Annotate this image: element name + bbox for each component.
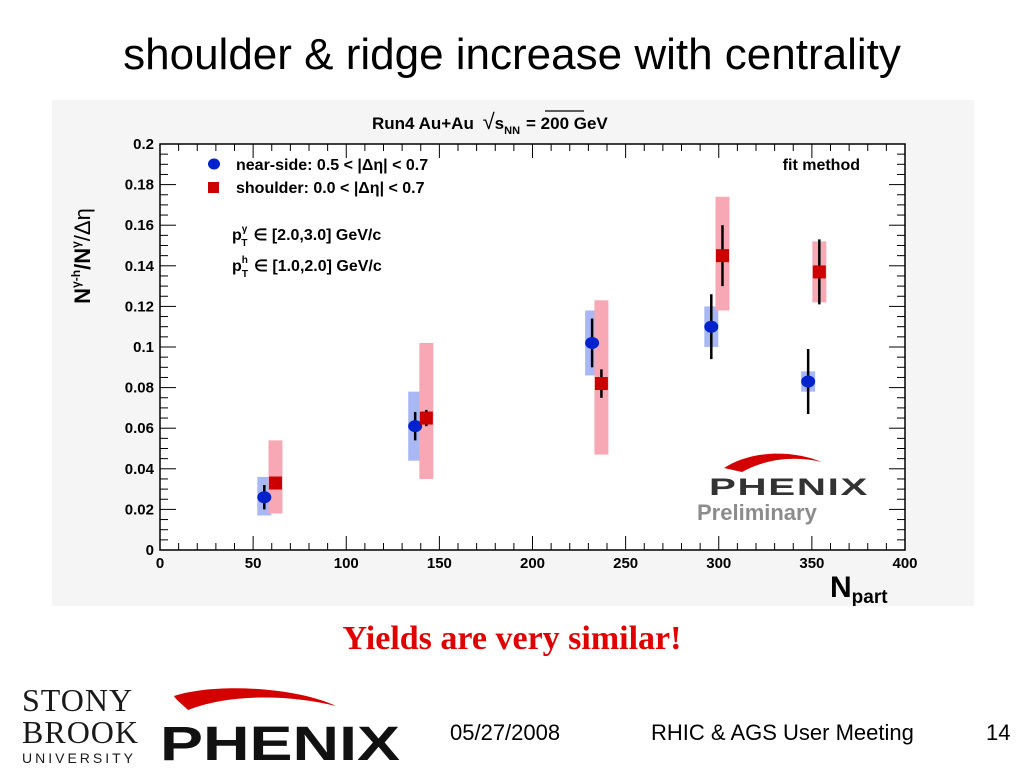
y-tick-label: 0.2 bbox=[133, 136, 154, 153]
x-tick-label: 350 bbox=[799, 555, 824, 572]
legend-label-shoulder: shoulder: 0.0 < |Δη| < 0.7 bbox=[236, 180, 425, 197]
x-tick-label: 100 bbox=[334, 555, 359, 572]
x-tick-label: 400 bbox=[892, 555, 917, 572]
stony-brook-logo: STONY BROOK UNIVERSITY bbox=[22, 682, 152, 768]
y-tick-label: 0.06 bbox=[125, 420, 154, 437]
chart-title-s: s bbox=[495, 114, 504, 133]
phenix-footer-swoosh bbox=[174, 688, 336, 710]
x-axis-label: Npart bbox=[830, 571, 888, 606]
pt-gamma-label: pγ T ∈ [2.0,3.0] GeV/c bbox=[232, 224, 381, 249]
chart-title: Run4 Au+Au √sNN = 200 GeV bbox=[372, 109, 608, 137]
y-tick-label: 0.12 bbox=[125, 298, 154, 315]
y-tick-label: 0.02 bbox=[125, 501, 154, 518]
phenix-footer-logo: PHENIX bbox=[160, 688, 400, 768]
chart-title-pre: Run4 Au+Au bbox=[372, 114, 474, 133]
legend-square-marker bbox=[208, 182, 219, 193]
slide-subtitle: Yields are very similar! bbox=[342, 620, 682, 657]
stony-brook-line1: STONY bbox=[22, 682, 134, 718]
data-point-shoulder bbox=[715, 249, 729, 263]
y-tick-label: 0.16 bbox=[125, 217, 154, 234]
phenix-swoosh bbox=[724, 453, 822, 472]
x-tick-label: 300 bbox=[706, 555, 731, 572]
chart-title-sub: NN bbox=[504, 125, 520, 137]
data-point-shoulder bbox=[812, 265, 826, 279]
x-tick-label: 150 bbox=[427, 555, 452, 572]
data-point-near-side bbox=[704, 320, 719, 333]
data-point-shoulder bbox=[268, 476, 282, 490]
y-tick-label: 0.08 bbox=[125, 380, 154, 397]
stony-brook-line2: BROOK bbox=[22, 714, 140, 750]
x-tick-label: 50 bbox=[245, 555, 262, 572]
y-tick-label: 0 bbox=[146, 542, 154, 559]
data-point-shoulder bbox=[419, 411, 433, 425]
stony-brook-line3: UNIVERSITY bbox=[22, 750, 137, 766]
data-point-shoulder bbox=[594, 377, 608, 391]
slide-title: shoulder & ridge increase with centralit… bbox=[123, 30, 901, 79]
x-tick-label: 0 bbox=[156, 555, 164, 572]
pt-h-label: ph T ∈ [1.0,2.0] GeV/c bbox=[232, 255, 382, 280]
legend-circle-marker bbox=[208, 158, 220, 170]
plot-frame bbox=[159, 143, 906, 551]
chart: 0 50 100 150 200 250 300 350 400 0 0.02 0.04 0.06 0.0… bbox=[69, 109, 918, 606]
data-point-near-side bbox=[585, 336, 600, 349]
y-tick-label: 0.04 bbox=[125, 461, 155, 478]
footer-meeting: RHIC & AGS User Meeting bbox=[651, 720, 914, 745]
data-point-near-side bbox=[408, 420, 423, 433]
phenix-footer-text: PHENIX bbox=[160, 718, 400, 768]
legend-label-near-side: near-side: 0.5 < |Δη| < 0.7 bbox=[236, 157, 428, 174]
legend: near-side: 0.5 < |Δη| < 0.7 shoulder: 0.… bbox=[208, 157, 428, 197]
phenix-logo-text: PHENIX bbox=[709, 474, 869, 501]
y-tick-label: 0.18 bbox=[125, 177, 154, 194]
x-tick-label: 250 bbox=[613, 555, 638, 572]
fit-method-label: fit method bbox=[783, 157, 860, 174]
footer-page-number: 14 bbox=[986, 720, 1011, 745]
y-tick-label: 0.1 bbox=[133, 339, 154, 356]
preliminary-label: Preliminary bbox=[697, 500, 818, 525]
data-point-near-side bbox=[257, 491, 272, 504]
chart-title-post: = 200 GeV bbox=[526, 114, 608, 133]
y-axis-label: Nγ-h/Nγ/Δη bbox=[69, 208, 95, 304]
footer-date: 05/27/2008 bbox=[450, 720, 561, 745]
phenix-preliminary-logo: PHENIX Preliminary bbox=[697, 453, 869, 525]
y-tick-label: 0.14 bbox=[125, 258, 155, 275]
x-tick-label: 200 bbox=[520, 555, 545, 572]
plot-panel: 0 50 100 150 200 250 300 350 400 0 0.02 0.04 0.06 0.0… bbox=[52, 100, 974, 606]
data-point-near-side bbox=[801, 375, 816, 388]
